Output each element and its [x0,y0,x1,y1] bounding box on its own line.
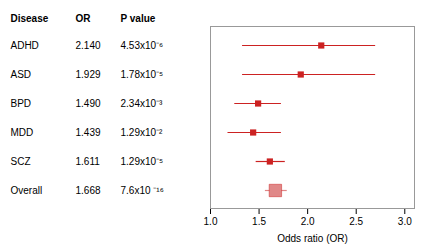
svg-text:1.5: 1.5 [252,216,266,227]
svg-text:2.140: 2.140 [76,40,101,51]
svg-text:2.0: 2.0 [301,216,315,227]
svg-text:BPD: BPD [11,98,32,109]
svg-text:4.53x10⁻⁶: 4.53x10⁻⁶ [121,40,164,51]
svg-text:MDD: MDD [11,127,34,138]
svg-text:SCZ: SCZ [11,156,31,167]
svg-text:1.490: 1.490 [76,98,101,109]
svg-text:1.29x10⁻⁵: 1.29x10⁻⁵ [121,156,164,167]
svg-text:1.0: 1.0 [204,216,218,227]
svg-text:7.6x10 ⁻¹⁶: 7.6x10 ⁻¹⁶ [121,185,164,196]
svg-text:OR: OR [76,13,92,24]
svg-text:1.611: 1.611 [76,156,101,167]
svg-text:1.78x10⁻⁵: 1.78x10⁻⁵ [121,69,164,80]
svg-text:2.5: 2.5 [349,216,363,227]
svg-text:1.668: 1.668 [76,185,101,196]
svg-text:1.929: 1.929 [76,69,101,80]
svg-text:1.29x10⁻²: 1.29x10⁻² [121,127,164,138]
svg-text:3.0: 3.0 [398,216,412,227]
svg-text:P value: P value [121,13,156,24]
svg-text:2.34x10⁻³: 2.34x10⁻³ [121,98,164,109]
svg-text:Overall: Overall [11,185,43,196]
svg-text:ADHD: ADHD [11,40,39,51]
svg-text:Odds ratio (OR): Odds ratio (OR) [277,233,348,244]
svg-text:1.439: 1.439 [76,127,101,138]
svg-text:ASD: ASD [11,69,32,80]
svg-text:Disease: Disease [11,13,49,24]
